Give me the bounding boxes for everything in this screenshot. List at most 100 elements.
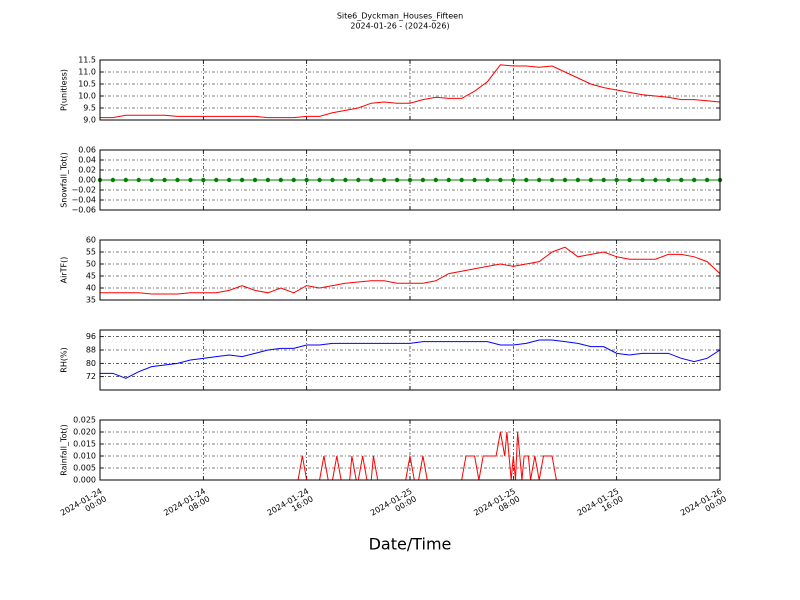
x-tick-label: 2024-01-2416:00: [265, 486, 314, 525]
y-tick-label: 0.020: [73, 428, 96, 437]
y-tick-label: 45: [86, 272, 96, 281]
y-axis-label: RH(%): [60, 347, 69, 372]
y-tick-label: 80: [86, 359, 96, 368]
plot-frame: [99, 329, 721, 391]
y-tick-label: 0.010: [73, 452, 96, 461]
data-point: [679, 177, 684, 183]
data-point: [394, 177, 400, 183]
data-point: [291, 177, 296, 183]
data-point: [511, 177, 516, 183]
y-axis-label: P(unitless): [60, 69, 69, 111]
y-tick-label: 11.0: [78, 68, 96, 77]
data-point: [575, 177, 581, 183]
y-tick-label: 0.000: [73, 476, 96, 485]
y-tick-label: 0.02: [78, 166, 96, 175]
data-point: [524, 177, 529, 183]
y-tick-label: 0.00: [78, 176, 96, 185]
data-point: [614, 177, 619, 183]
data-point: [446, 177, 451, 183]
x-tick-label: 2024-01-2508:00: [472, 486, 521, 525]
x-tick-label: 2024-01-2408:00: [162, 486, 211, 525]
data-point: [343, 177, 348, 183]
data-point: [201, 177, 206, 183]
data-point: [601, 177, 606, 183]
data-line: [100, 64, 721, 119]
y-tick-label: 10.5: [78, 80, 96, 89]
y-axis-label: Rainfall_Tot(): [60, 424, 69, 476]
plot-frame: [99, 239, 721, 301]
y-tick-label: 0.005: [73, 464, 96, 473]
y-axis-label: Snowfall_Tot(): [60, 152, 69, 208]
data-point: [691, 177, 697, 183]
y-tick-label: 0.025: [73, 416, 96, 425]
y-tick-label: 11.5: [78, 56, 96, 65]
plot-frame: [99, 149, 721, 211]
y-tick-label: 35: [86, 296, 96, 305]
data-point: [136, 177, 141, 183]
y-tick-label: −0.02: [71, 186, 96, 195]
data-point: [317, 177, 322, 183]
y-tick-label: 72: [86, 372, 96, 381]
y-tick-label: 88: [86, 346, 96, 355]
x-tick-label: 2024-01-2500:00: [369, 486, 418, 525]
data-point: [485, 177, 490, 183]
x-tick-label: 2024-01-2516:00: [575, 486, 624, 525]
data-point: [214, 177, 219, 183]
y-tick-label: 0.04: [78, 156, 96, 165]
data-point: [188, 177, 193, 183]
data-point: [123, 177, 129, 183]
data-point: [356, 177, 361, 183]
y-tick-label: 9.5: [83, 104, 96, 113]
data-point: [549, 177, 555, 183]
data-point: [265, 177, 271, 183]
data-point: [562, 177, 568, 183]
data-line: [100, 431, 720, 481]
data-point: [588, 177, 594, 183]
data-point: [278, 177, 284, 183]
data-point: [149, 177, 154, 183]
chart-title: Site6_Dyckman_Houses_Fifteen: [337, 12, 463, 21]
y-tick-label: 50: [86, 260, 96, 269]
data-point: [330, 177, 335, 183]
data-point: [175, 177, 180, 183]
data-point: [498, 177, 503, 183]
y-tick-label: 55: [86, 248, 96, 257]
data-point: [653, 177, 658, 183]
chart-subtitle: 2024-01-26 - (2024-026): [350, 22, 449, 31]
plot-frame: [99, 59, 721, 121]
data-point: [459, 177, 464, 183]
data-point: [433, 177, 439, 183]
data-point: [369, 177, 374, 183]
data-point: [226, 177, 232, 183]
y-tick-label: 9.0: [83, 116, 96, 125]
y-tick-label: −0.06: [71, 206, 96, 215]
data-point: [381, 177, 387, 183]
y-axis-label: AirTF(): [60, 257, 69, 284]
y-tick-label: 96: [86, 332, 96, 341]
data-point: [472, 177, 477, 183]
x-tick-label: 2024-01-2400:00: [59, 486, 108, 525]
y-tick-label: 40: [86, 284, 96, 293]
data-line: [100, 339, 721, 379]
y-tick-label: 60: [86, 236, 96, 245]
data-point: [252, 177, 258, 183]
y-tick-label: 0.015: [73, 440, 96, 449]
data-point: [110, 177, 116, 183]
data-point: [627, 177, 632, 183]
data-point: [420, 177, 426, 183]
y-tick-label: 10.0: [78, 92, 96, 101]
data-point: [304, 177, 309, 183]
data-point: [536, 177, 542, 183]
data-point: [704, 177, 710, 183]
data-point: [162, 177, 167, 183]
y-tick-label: 0.06: [78, 146, 96, 155]
data-point: [666, 177, 671, 183]
data-point: [640, 177, 645, 183]
data-point: [407, 177, 413, 183]
plot-frame: [99, 419, 721, 481]
data-point: [239, 177, 245, 183]
y-tick-label: −0.04: [71, 196, 96, 205]
data-line: [100, 246, 721, 295]
x-tick-label: 2024-01-2600:00: [679, 486, 728, 525]
